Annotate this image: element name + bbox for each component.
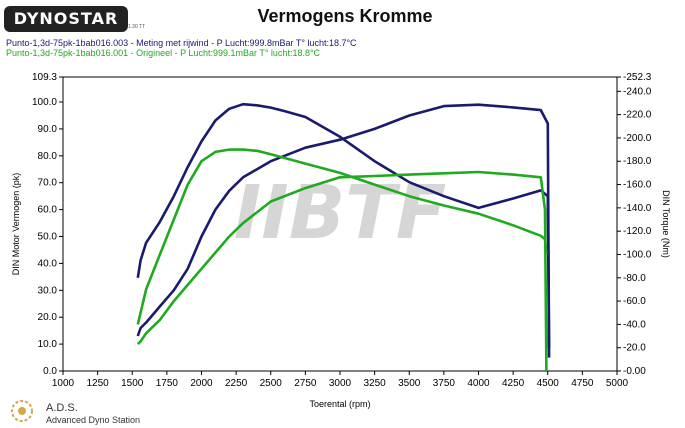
- x-tick-label: 4750: [571, 378, 594, 389]
- y-left-tick-label: 60.0: [38, 205, 58, 216]
- y-right-tick-label: -60.0: [623, 296, 646, 307]
- y-left-tick-label: 0.0: [43, 366, 57, 377]
- x-tick-label: 4000: [467, 378, 490, 389]
- x-tick-label: 4250: [502, 378, 525, 389]
- ads-subtitle: Advanced Dyno Station: [46, 415, 141, 425]
- x-tick-label: 1750: [156, 378, 179, 389]
- watermark-text: IIBTF: [234, 170, 447, 256]
- y-right-tick-label: -240.0: [623, 86, 652, 97]
- ads-logo-icon: [11, 400, 33, 422]
- y-left-tick-label: 50.0: [38, 232, 58, 243]
- series-line-0-right: [136, 102, 551, 348]
- y-right-tick-label: -0.00: [623, 366, 646, 377]
- series-line-1-left: [136, 103, 551, 358]
- run-label-1: Punto-1,3d-75pk-1bab016.003 - Meting met…: [6, 38, 357, 48]
- x-tick-label: 1250: [87, 378, 110, 389]
- y-left-axis-label: DIN Motor Vermogen (pk): [11, 173, 21, 276]
- y-right-tick-label: -140.0: [623, 203, 652, 214]
- series-line-3-left: [136, 170, 548, 372]
- x-tick-label: 2000: [190, 378, 213, 389]
- y-left-tick-label: 40.0: [38, 258, 58, 269]
- x-tick-label: 3500: [398, 378, 421, 389]
- chart-title: Vermogens Kromme: [257, 6, 433, 26]
- x-tick-label: 2750: [294, 378, 317, 389]
- y-left-tick-label: 70.0: [38, 178, 58, 189]
- ads-title: A.D.S.: [46, 402, 78, 414]
- x-axis-label: Toerental (rpm): [309, 399, 370, 409]
- y-right-tick-label: -80.0: [623, 273, 646, 284]
- y-left-tick-label: 30.0: [38, 285, 58, 296]
- y-right-axis-label: DIN Torque (Nm): [661, 190, 671, 258]
- x-tick-label: 2500: [260, 378, 283, 389]
- x-tick-label: 2250: [225, 378, 248, 389]
- x-tick-label: 1500: [121, 378, 144, 389]
- y-left-tick-label: 20.0: [38, 312, 58, 323]
- y-left-tick-label: 109.3: [32, 72, 57, 83]
- y-right-tick-label: -160.0: [623, 180, 652, 191]
- x-tick-label: 3000: [329, 378, 352, 389]
- y-right-tick-label: -252.3: [623, 72, 652, 83]
- y-right-tick-label: -100.0: [623, 249, 652, 260]
- run-label-2: Punto-1,3d-75pk-1bab016.001 - Origineel …: [6, 48, 321, 58]
- x-tick-label: 3250: [364, 378, 387, 389]
- x-tick-label: 1000: [52, 378, 75, 389]
- dynostar-logo: DYNOSTAR: [4, 6, 128, 32]
- y-right-tick-label: -40.0: [623, 319, 646, 330]
- y-right-tick-label: -20.0: [623, 343, 646, 354]
- y-right-tick-label: -120.0: [623, 226, 652, 237]
- logo-version: 1.30 TT: [128, 24, 146, 30]
- series-line-2-right: [136, 148, 548, 325]
- y-right-tick-label: -200.0: [623, 133, 652, 144]
- y-left-tick-label: 80.0: [38, 151, 58, 162]
- y-right-tick-label: -220.0: [623, 110, 652, 121]
- y-left-tick-label: 10.0: [38, 339, 58, 350]
- y-right-tick-label: -180.0: [623, 156, 652, 167]
- x-tick-label: 5000: [606, 378, 629, 389]
- y-left-tick-label: 100.0: [32, 97, 57, 108]
- y-left-tick-label: 90.0: [38, 124, 58, 135]
- x-tick-label: 3750: [433, 378, 456, 389]
- x-tick-label: 4500: [537, 378, 560, 389]
